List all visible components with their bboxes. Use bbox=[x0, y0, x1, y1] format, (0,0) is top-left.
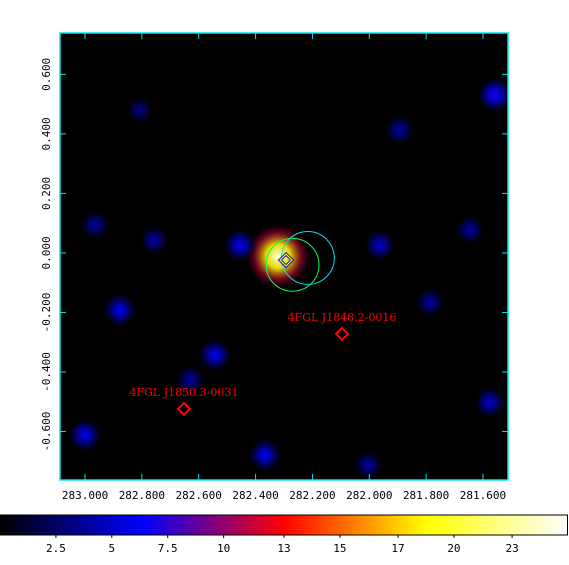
map-blob bbox=[476, 76, 508, 114]
error-circle bbox=[265, 237, 320, 292]
map-blob bbox=[102, 292, 138, 328]
y-tick-label: -0.200 bbox=[40, 293, 53, 333]
map-blob bbox=[197, 337, 233, 373]
map-blob bbox=[454, 214, 486, 246]
x-tick-label: 282.000 bbox=[346, 489, 392, 502]
colorbar-tick-label: 5 bbox=[108, 542, 115, 555]
map-blob bbox=[222, 227, 258, 263]
x-tick-label: 283.000 bbox=[62, 489, 108, 502]
colorbar-tick-label: 2.5 bbox=[46, 542, 66, 555]
plot-frame bbox=[59, 32, 509, 481]
map-blob bbox=[473, 385, 507, 419]
colorbar-tick-label: 15 bbox=[333, 542, 346, 555]
source-label: 4FGL J1848.2-0016 bbox=[288, 311, 397, 324]
map-blob bbox=[247, 437, 283, 473]
source-marker bbox=[334, 326, 350, 342]
colorbar-tick-label: 13 bbox=[277, 542, 290, 555]
best-fit-marker-inner bbox=[279, 253, 293, 267]
colorbar bbox=[0, 514, 568, 536]
map-blob bbox=[79, 209, 111, 241]
map-blob bbox=[125, 95, 155, 125]
colorbar-tick-label: 10 bbox=[217, 542, 230, 555]
map-blob bbox=[67, 417, 103, 453]
colorbar-tick-label: 7.5 bbox=[158, 542, 178, 555]
y-tick-label: 0.200 bbox=[40, 177, 53, 210]
colorbar-tick-label: 20 bbox=[447, 542, 460, 555]
y-tick-label: 0.000 bbox=[40, 236, 53, 269]
map-blob bbox=[363, 228, 397, 262]
x-tick-label: 281.600 bbox=[460, 489, 506, 502]
colorbar-tick-label: 23 bbox=[505, 542, 518, 555]
map-blob bbox=[174, 364, 206, 396]
y-tick-label: -0.600 bbox=[40, 412, 53, 452]
x-tick-label: 281.800 bbox=[403, 489, 449, 502]
map-blob bbox=[384, 114, 416, 146]
map-blob bbox=[352, 449, 384, 480]
source-marker bbox=[176, 401, 192, 417]
colorbar-tick-label: 17 bbox=[391, 542, 404, 555]
source-label: 4FGL J1850.3-0031 bbox=[130, 386, 239, 399]
x-tick-label: 282.200 bbox=[289, 489, 335, 502]
x-tick-label: 282.400 bbox=[232, 489, 278, 502]
x-tick-label: 282.600 bbox=[176, 489, 222, 502]
y-tick-label: 0.400 bbox=[40, 117, 53, 150]
y-tick-label: 0.600 bbox=[40, 58, 53, 91]
x-tick-label: 282.800 bbox=[119, 489, 165, 502]
map-blob bbox=[414, 286, 446, 318]
map-blob bbox=[138, 224, 170, 256]
y-tick-label: -0.400 bbox=[40, 352, 53, 392]
